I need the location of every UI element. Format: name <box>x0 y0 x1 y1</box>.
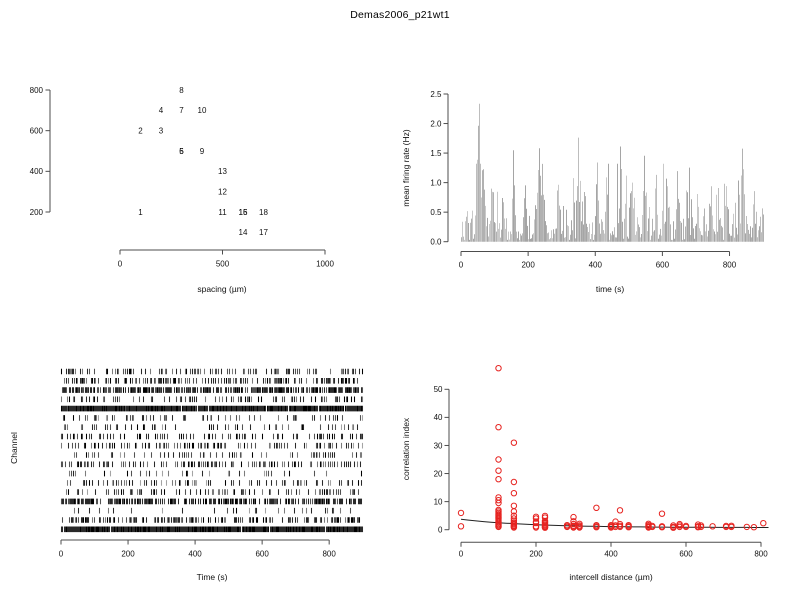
svg-text:14: 14 <box>239 228 248 237</box>
svg-text:0: 0 <box>459 261 464 270</box>
svg-text:800: 800 <box>30 86 44 95</box>
raster-ylabel: Channel <box>9 432 19 464</box>
svg-text:1: 1 <box>138 208 143 217</box>
firing-rate-xlabel: time (s) <box>595 284 625 294</box>
figure-title: Demas2006_p21wt1 <box>350 9 450 21</box>
svg-text:0.5: 0.5 <box>430 208 442 217</box>
svg-text:1.5: 1.5 <box>430 149 442 158</box>
svg-text:20: 20 <box>434 469 443 478</box>
svg-text:0: 0 <box>118 260 123 269</box>
svg-text:1000: 1000 <box>316 260 334 269</box>
svg-text:800: 800 <box>322 550 336 559</box>
svg-text:500: 500 <box>216 260 230 269</box>
svg-text:15: 15 <box>239 208 248 217</box>
svg-text:17: 17 <box>259 228 268 237</box>
svg-text:600: 600 <box>255 550 269 559</box>
svg-text:600: 600 <box>656 261 670 270</box>
svg-text:600: 600 <box>30 126 44 135</box>
svg-text:3: 3 <box>159 126 164 135</box>
firing-rate-plot: 0.0 0.5 1.0 1.5 2.0 2.5 0 200 400 600 800 <box>430 90 764 270</box>
correlation-plot: 0 10 20 30 40 50 0 200 400 600 800 <box>434 365 769 559</box>
svg-text:200: 200 <box>529 550 543 559</box>
svg-text:7: 7 <box>179 106 184 115</box>
svg-text:800: 800 <box>754 550 768 559</box>
svg-text:0: 0 <box>438 526 443 535</box>
svg-text:30: 30 <box>434 441 443 450</box>
svg-text:18: 18 <box>259 208 268 217</box>
svg-text:5: 5 <box>179 147 184 156</box>
svg-text:400: 400 <box>604 550 618 559</box>
svg-text:0: 0 <box>59 550 64 559</box>
svg-text:200: 200 <box>521 261 535 270</box>
svg-text:0: 0 <box>459 550 464 559</box>
svg-text:2.5: 2.5 <box>430 90 442 99</box>
svg-text:10: 10 <box>434 497 443 506</box>
svg-text:2.0: 2.0 <box>430 119 442 128</box>
svg-text:2: 2 <box>138 126 143 135</box>
svg-text:400: 400 <box>30 167 44 176</box>
raster-xlabel: Time (s) <box>196 572 228 582</box>
svg-text:11: 11 <box>218 208 227 217</box>
svg-text:200: 200 <box>121 550 135 559</box>
correlation-xlabel: intercell distance (µm) <box>569 572 653 582</box>
svg-text:600: 600 <box>679 550 693 559</box>
svg-text:0.0: 0.0 <box>430 238 442 247</box>
svg-text:4: 4 <box>159 106 164 115</box>
svg-text:800: 800 <box>723 261 737 270</box>
svg-text:50: 50 <box>434 385 443 394</box>
svg-text:1.0: 1.0 <box>430 178 442 187</box>
svg-text:6: 6 <box>179 147 184 156</box>
svg-text:8: 8 <box>179 86 184 95</box>
correlation-ylabel: correlation index <box>401 417 411 481</box>
svg-text:12: 12 <box>218 187 227 196</box>
svg-text:40: 40 <box>434 413 443 422</box>
raster-plot: 0 200 400 600 800 <box>59 368 364 559</box>
svg-text:9: 9 <box>200 147 205 156</box>
svg-text:10: 10 <box>198 106 207 115</box>
svg-text:400: 400 <box>188 550 202 559</box>
svg-text:16: 16 <box>239 208 248 217</box>
svg-text:200: 200 <box>30 208 44 217</box>
firing-rate-ylabel: mean firing rate (Hz) <box>401 129 411 207</box>
electrode-map-xlabel: spacing (µm) <box>197 284 247 294</box>
svg-text:400: 400 <box>589 261 603 270</box>
svg-text:13: 13 <box>218 167 227 176</box>
